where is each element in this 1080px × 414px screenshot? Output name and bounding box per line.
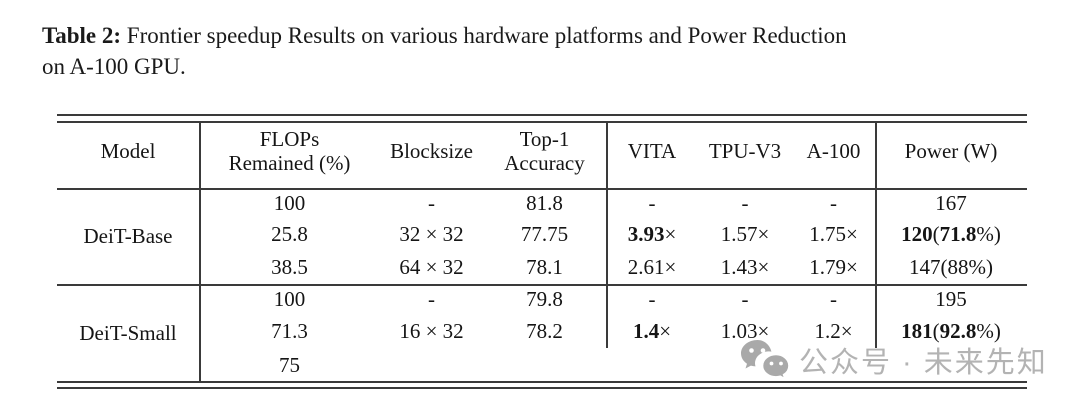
caption-text-line1: Frontier speedup Results on various hard… <box>126 23 847 48</box>
data-cell: - <box>830 191 837 215</box>
table-bottom-rule-1 <box>57 381 1027 383</box>
header-flops-remained: FLOPs Remained (%) <box>228 127 351 175</box>
header-blocksize: Blocksize <box>390 139 473 163</box>
data-cell: 78.1 <box>526 255 563 279</box>
data-cell: 1.57× <box>720 222 770 246</box>
watermark: 公众号 · 未来先知 <box>740 337 1048 383</box>
results-table-grid: Model FLOPs Remained (%) Blocksize Top-1 Accu… <box>57 114 1027 381</box>
table-bottom-rule-2 <box>57 387 1027 389</box>
caption-label: Table 2: <box>42 23 122 48</box>
header-vita: VITA <box>627 139 677 163</box>
data-cell: 38.5 <box>271 255 308 279</box>
data-cell: 78.2 <box>526 319 563 343</box>
data-cell: 195 <box>935 287 967 311</box>
data-cell: 2.61× <box>627 255 677 279</box>
data-cell: 147(88%) <box>909 255 993 279</box>
watermark-text: 公众号 · 未来先知 <box>799 347 1048 379</box>
data-cell: 71.3 <box>271 319 308 343</box>
table-top-rule-2 <box>57 121 1027 123</box>
header-tpu-v3: TPU-V3 <box>708 139 782 163</box>
data-cell: 64 × 32 <box>399 255 464 279</box>
data-cell: 1.03× <box>720 319 770 343</box>
data-cell: 181(92.8%) <box>901 319 1001 343</box>
results-table: Model FLOPs Remained (%) Blocksize Top-1 Accu… <box>57 114 1027 392</box>
data-cell: 75 <box>279 352 300 377</box>
data-cell: - <box>428 287 435 311</box>
data-cell: 25.8 <box>271 222 308 246</box>
header-bottom-rule <box>57 188 1027 190</box>
data-cell: 16 × 32 <box>399 319 464 343</box>
table-top-rule-1 <box>57 114 1027 116</box>
data-cell: 81.8 <box>526 191 563 215</box>
model-cell: DeiT-Base <box>83 224 173 248</box>
caption-line-1: Table 2: Frontier speedup Results on var… <box>42 20 1052 51</box>
model-cell: DeiT-Small <box>79 320 177 345</box>
data-cell: - <box>648 191 656 215</box>
data-cell: 1.75× <box>809 222 858 246</box>
data-cell: - <box>741 191 749 215</box>
header-model: Model <box>100 139 156 163</box>
data-cell: - <box>428 191 435 215</box>
data-cell: - <box>648 287 656 311</box>
data-cell: 79.8 <box>526 287 563 311</box>
data-cell: 32 × 32 <box>399 222 464 246</box>
power-column-separator <box>875 121 877 348</box>
header-top1-accuracy: Top-1 Accuracy <box>504 127 585 175</box>
header-a-100: A-100 <box>806 139 861 163</box>
data-cell: 1.79× <box>809 255 858 279</box>
data-cell: 77.75 <box>520 222 569 246</box>
data-cell: 1.4 × <box>632 319 672 343</box>
data-cell: 167 <box>935 191 967 215</box>
data-cell: - <box>741 287 749 311</box>
table-caption: Table 2: Frontier speedup Results on var… <box>42 20 1052 82</box>
data-cell: 100 <box>273 191 306 215</box>
data-cell: 120(71.8%) <box>901 222 1001 246</box>
data-cell: - <box>830 287 837 311</box>
data-cell: 1.2× <box>814 319 853 343</box>
group-separator-rule <box>57 284 1027 286</box>
data-cell: 100 <box>273 287 306 311</box>
wechat-icon <box>741 340 790 381</box>
caption-text-line2: on A-100 GPU. <box>42 54 186 79</box>
header-power: Power (W) <box>904 139 998 163</box>
data-cell: 3.93 × <box>627 222 677 246</box>
speedup-column-separator <box>606 121 608 348</box>
data-cell: 1.43× <box>720 255 770 279</box>
model-column-separator <box>199 121 201 381</box>
